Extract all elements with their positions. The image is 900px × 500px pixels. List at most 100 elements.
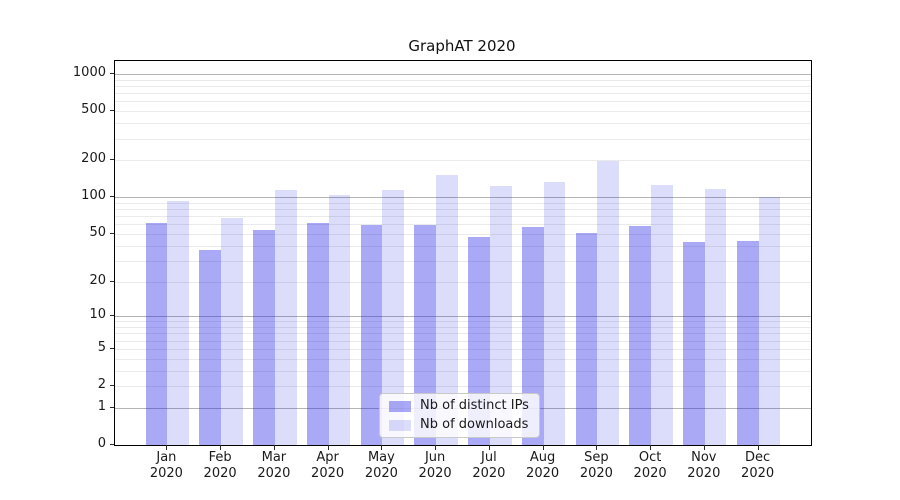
minor-gridline	[115, 93, 811, 95]
minor-gridline	[115, 260, 811, 262]
y-tick-label: 20	[89, 272, 106, 288]
y-tick-label: 100	[81, 188, 106, 204]
x-tick-label-may: May 2020	[354, 450, 408, 482]
bar-distinct-ips-jun	[414, 225, 437, 445]
bar-downloads-sep	[597, 160, 620, 445]
x-tick-month: Dec	[745, 450, 771, 465]
y-tick-mark	[110, 232, 114, 234]
legend: Nb of distinct IPs Nb of downloads	[379, 393, 540, 438]
x-tick-mark	[703, 445, 705, 450]
x-tick-year: 2020	[149, 466, 183, 481]
x-tick-year: 2020	[472, 466, 506, 481]
legend-item-distinct-ips: Nb of distinct IPs	[389, 398, 529, 414]
bar-downloads-jan	[167, 201, 190, 445]
major-gridline	[115, 74, 811, 75]
y-tick-mark	[110, 406, 114, 408]
legend-swatch-downloads	[389, 419, 411, 431]
x-tick-month: Jul	[481, 450, 497, 465]
y-tick-label: 10	[89, 307, 106, 323]
minor-gridline	[115, 224, 811, 226]
minor-gridline	[115, 370, 811, 372]
x-tick-mark	[166, 445, 168, 450]
y-tick-mark	[110, 444, 114, 445]
x-tick-month: Nov	[691, 450, 717, 465]
minor-gridline	[115, 340, 811, 342]
y-tick-mark	[110, 159, 114, 161]
y-tick-label: 500	[81, 102, 106, 118]
bar-distinct-ips-may	[360, 225, 383, 445]
chart-title: GraphAT 2020	[408, 37, 516, 55]
x-tick-year: 2020	[579, 466, 613, 481]
minor-gridline	[115, 209, 811, 210]
x-tick-year: 2020	[633, 466, 667, 481]
minor-gridline	[115, 333, 811, 335]
x-tick-year: 2020	[203, 466, 237, 481]
legend-item-downloads: Nb of downloads	[389, 417, 529, 433]
bar-downloads-nov	[704, 188, 727, 445]
minor-gridline	[115, 111, 811, 113]
x-tick-label-jul: Jul 2020	[462, 450, 516, 482]
x-tick-label-nov: Nov 2020	[677, 450, 731, 482]
minor-gridline	[115, 123, 811, 125]
x-tick-month: Feb	[208, 450, 232, 465]
y-tick-mark	[110, 196, 114, 198]
x-tick-year: 2020	[526, 466, 560, 481]
minor-gridline	[115, 202, 811, 204]
bar-downloads-aug	[543, 181, 566, 445]
major-gridline	[115, 197, 811, 199]
x-tick-mark	[596, 445, 598, 450]
x-tick-mark	[542, 445, 544, 450]
bar-downloads-jul	[489, 185, 512, 445]
bar-downloads-feb	[221, 218, 243, 445]
bar-distinct-ips-sep	[575, 232, 598, 445]
bar-downloads-jun	[436, 174, 458, 445]
y-tick-label: 0	[97, 436, 106, 451]
x-tick-mark	[381, 445, 383, 450]
y-tick-label: 50	[89, 224, 106, 240]
x-tick-label-sep: Sep 2020	[569, 450, 623, 482]
x-tick-month: Apr	[316, 450, 339, 465]
minor-gridline	[115, 348, 811, 350]
minor-gridline	[115, 321, 811, 323]
legend-label-distinct-ips: Nb of distinct IPs	[420, 398, 529, 413]
x-tick-month: Jan	[156, 450, 177, 465]
x-tick-label-aug: Aug 2020	[516, 450, 570, 482]
bar-downloads-apr	[328, 195, 351, 445]
minor-gridline	[115, 79, 811, 81]
minor-gridline	[115, 216, 811, 218]
minor-gridline	[115, 86, 811, 87]
bar-downloads-dec	[758, 197, 781, 445]
x-tick-month: Sep	[584, 450, 609, 465]
minor-gridline	[115, 386, 811, 387]
y-tick-mark	[110, 385, 114, 386]
legend-swatch-distinct-ips	[389, 400, 411, 412]
minor-gridline	[115, 101, 811, 103]
x-tick-label-jan: Jan 2020	[139, 450, 193, 482]
y-tick-label: 200	[81, 151, 106, 167]
y-tick-mark	[110, 315, 114, 317]
x-tick-month: May	[367, 450, 395, 465]
bar-downloads-oct	[651, 185, 673, 445]
minor-gridline	[115, 327, 811, 328]
y-tick-mark	[110, 73, 114, 74]
x-tick-label-feb: Feb 2020	[193, 450, 247, 482]
x-tick-year: 2020	[687, 466, 721, 481]
x-tick-year: 2020	[418, 466, 452, 481]
y-tick-label: 5	[97, 339, 106, 355]
x-tick-mark	[327, 445, 329, 450]
y-tick-mark	[110, 110, 114, 112]
bar-distinct-ips-nov	[683, 241, 705, 445]
plot-area	[114, 60, 812, 446]
bar-distinct-ips-jan	[145, 223, 168, 445]
x-tick-month: Aug	[529, 450, 556, 465]
minor-gridline	[115, 138, 811, 140]
bar-distinct-ips-oct	[629, 226, 652, 445]
x-tick-mark	[757, 445, 759, 450]
bar-distinct-ips-dec	[736, 240, 759, 445]
x-tick-mark	[435, 445, 437, 450]
x-tick-label-apr: Apr 2020	[301, 450, 355, 482]
minor-gridline	[115, 233, 811, 235]
y-tick-label: 2	[97, 377, 106, 392]
x-tick-label-oct: Oct 2020	[623, 450, 677, 482]
